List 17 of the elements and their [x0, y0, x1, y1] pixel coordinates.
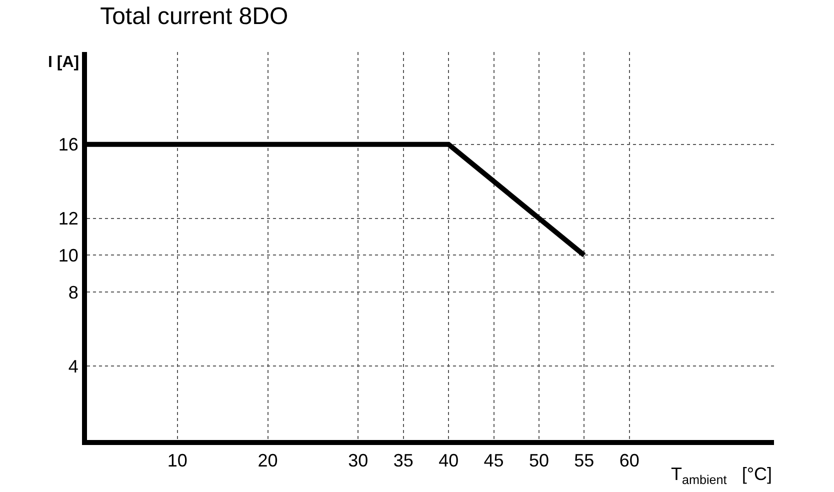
- chart-title: Total current 8DO: [100, 3, 288, 30]
- x-tick-label: 55: [574, 450, 594, 471]
- y-tick-label: 12: [58, 208, 78, 229]
- x-tick-label: 10: [167, 450, 188, 471]
- x-tick-label: 40: [438, 450, 459, 471]
- y-tick-label: 4: [68, 356, 78, 376]
- x-tick-label: 30: [348, 450, 368, 471]
- y-tick-label: 10: [58, 246, 78, 266]
- y-tick-label: 8: [68, 282, 78, 302]
- x-axis-title: T$_{ambient}$ [°C]: [671, 464, 772, 487]
- y-axis-title: I [A]: [48, 54, 80, 71]
- x-tick-label: 50: [528, 450, 549, 471]
- y-tick-label: 16: [58, 134, 78, 155]
- x-tick-label: 60: [619, 450, 640, 471]
- x-tick-label: 45: [484, 450, 504, 471]
- x-tick-label: 35: [393, 450, 414, 471]
- x-tick-label: 20: [258, 450, 278, 471]
